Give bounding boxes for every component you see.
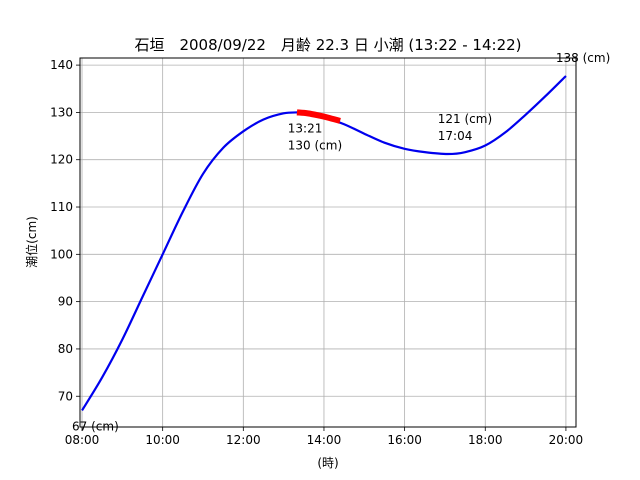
y-tick-label: 80: [58, 342, 73, 356]
y-tick-label: 140: [50, 58, 73, 72]
annotation-label: 13:21: [288, 121, 323, 135]
x-tick-label: 10:00: [145, 433, 180, 447]
x-tick-label: 14:00: [307, 433, 342, 447]
annotation-layer: 67 (cm) 13:21 130 (cm) 121 (cm) 17:04 138 (cm…: [72, 51, 610, 433]
y-tick-label: 70: [58, 389, 73, 403]
chart-title: 石垣 2008/09/22 月齢 22.3 日 小潮 (13:22 - 14:2…: [134, 36, 521, 54]
tick-layer: 08:00 10:00 12:00 14:00 16:00 18:00 20:00 70 80 9…: [50, 58, 583, 447]
point-annotation: 138 (cm): [556, 51, 610, 65]
series-layer: [81, 75, 567, 412]
point-annotation: 13:21 130 (cm): [288, 121, 342, 152]
grid-layer: [80, 58, 576, 427]
y-axis-label: 潮位(cm): [24, 216, 39, 268]
annotation-label: 17:04: [438, 129, 473, 143]
y-tick-label: 130: [50, 105, 73, 119]
neap-tide-highlight-line: [296, 109, 341, 124]
y-tick-label: 120: [50, 153, 73, 167]
annotation-label: 67 (cm): [72, 419, 119, 433]
x-tick-label: 20:00: [549, 433, 584, 447]
annotation-label: 130 (cm): [288, 138, 342, 152]
x-axis-label: (時): [317, 456, 338, 470]
y-tick-label: 90: [58, 295, 73, 309]
plot-area-frame: [79, 57, 577, 428]
annotation-label: 138 (cm): [556, 51, 610, 65]
annotation-label: 121 (cm): [438, 112, 492, 126]
y-tick-label: 110: [50, 200, 73, 214]
x-tick-label: 18:00: [468, 433, 503, 447]
x-tick-label: 16:00: [387, 433, 422, 447]
x-tick-label: 12:00: [226, 433, 261, 447]
y-tick-label: 100: [50, 247, 73, 261]
x-tick-label: 08:00: [65, 433, 100, 447]
point-annotation: 121 (cm) 17:04: [438, 112, 492, 143]
point-annotation: 67 (cm): [72, 419, 119, 433]
